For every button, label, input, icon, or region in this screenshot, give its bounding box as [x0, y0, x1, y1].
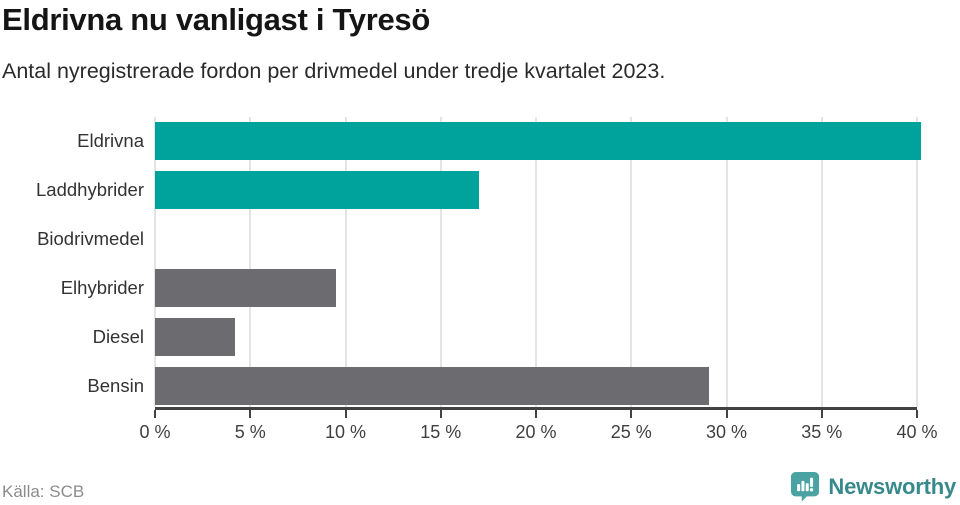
x-tick-label: 0 %	[139, 422, 171, 442]
category-label: Bensin	[87, 374, 144, 396]
brand-name: Newsworthy	[828, 473, 956, 499]
chart-subtitle: Antal nyregistrerade fordon per drivmede…	[2, 59, 666, 83]
gridline	[916, 117, 918, 407]
bar	[155, 317, 235, 356]
newsworthy-speech-bubble-chart-icon	[791, 471, 820, 502]
gridline	[154, 117, 156, 407]
axis-tick	[916, 410, 918, 418]
x-tick-label: 5 %	[234, 422, 266, 442]
x-tick-label: 15 %	[420, 422, 462, 442]
gridline	[820, 117, 823, 407]
x-tick-label: 10 %	[324, 422, 367, 442]
gridline	[535, 117, 537, 407]
brand-logo: Newsworthy	[790, 471, 956, 502]
x-tick-label: 20 %	[515, 422, 557, 442]
axis-tick	[535, 410, 537, 418]
category-label: Biodrivmedel	[37, 228, 144, 250]
category-label: Eldrivna	[77, 130, 144, 152]
bar	[155, 122, 921, 161]
category-label: Diesel	[92, 325, 144, 347]
axis-tick	[154, 410, 156, 418]
chart-title: Eldrivna nu vanligast i Tyresö	[2, 2, 430, 37]
axis-tick	[249, 410, 252, 418]
axis-tick	[439, 410, 442, 418]
category-label: Laddhybrider	[36, 179, 144, 201]
x-tick-label: 30 %	[705, 422, 748, 442]
axis-tick	[820, 410, 823, 418]
axis-tick	[344, 410, 347, 418]
bar	[155, 171, 479, 210]
plot-area: 0 % 5 % 10 % 15 % 20 % 25 % 30 % 35 % 40 % Eldriv…	[36, 117, 938, 442]
axis-tick	[725, 410, 728, 418]
gridline	[344, 117, 347, 407]
category-label: Elhybrider	[60, 276, 144, 298]
gridline	[725, 117, 728, 407]
gridline	[630, 117, 633, 407]
gridline	[439, 117, 442, 407]
source-note: Källa: SCB	[2, 482, 85, 501]
x-tick-label: 35 %	[801, 422, 843, 442]
bar	[155, 268, 336, 307]
gridline	[249, 117, 252, 407]
x-tick-label: 40 %	[896, 422, 938, 442]
axis-tick	[630, 410, 633, 418]
x-tick-label: 25 %	[610, 422, 652, 442]
bar	[155, 366, 710, 405]
